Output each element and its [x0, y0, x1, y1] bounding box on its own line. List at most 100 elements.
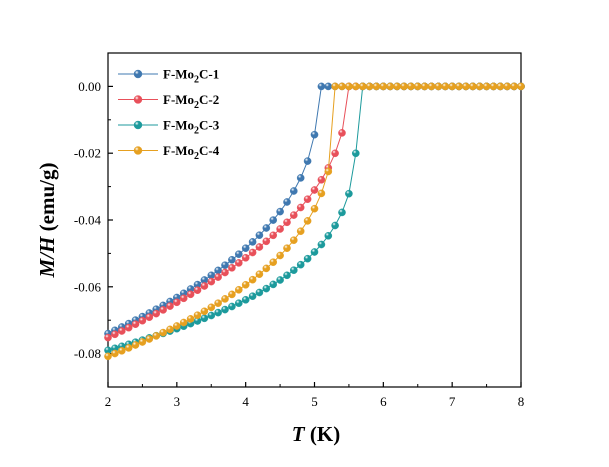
data-point [186, 290, 195, 299]
data-point [255, 270, 264, 279]
data-point [276, 276, 284, 284]
data-point [289, 211, 298, 219]
data-point [310, 186, 319, 194]
data-point [214, 299, 222, 308]
data-point [351, 82, 360, 91]
data-point [462, 82, 470, 91]
data-point [248, 248, 257, 257]
data-point [317, 240, 326, 249]
x-axis-title: T (K) [292, 422, 340, 446]
data-point [248, 292, 257, 301]
data-point [379, 82, 388, 91]
data-point [296, 174, 305, 182]
data-point [276, 225, 284, 233]
legend-marker [133, 120, 143, 130]
data-point [345, 189, 353, 198]
data-point [118, 346, 126, 355]
data-point [172, 322, 181, 330]
data-point [248, 275, 257, 284]
data-point [207, 311, 216, 320]
y-tick-label: -0.04 [74, 213, 102, 228]
data-point [221, 305, 229, 314]
data-point [145, 313, 154, 322]
data-point [228, 263, 236, 272]
data-point [214, 266, 222, 275]
x-tick-label: 6 [380, 394, 387, 409]
legend-item: F-Mo2C-3 [118, 118, 220, 137]
data-point [283, 218, 291, 227]
data-point [255, 231, 264, 239]
data-point [193, 311, 202, 320]
data-point [138, 338, 147, 346]
data-point [152, 332, 160, 340]
data-point [407, 82, 415, 91]
data-point [345, 82, 353, 91]
data-point [283, 271, 291, 280]
data-point [468, 82, 477, 91]
data-point [296, 203, 305, 212]
data-point [207, 303, 216, 312]
series-layer [104, 82, 525, 361]
data-point [427, 82, 436, 91]
data-point [255, 288, 264, 297]
y-tick-label: -0.02 [74, 146, 101, 161]
y-tick-label: -0.06 [74, 279, 102, 294]
data-point [207, 277, 216, 286]
data-point [159, 328, 167, 337]
data-point [317, 82, 326, 91]
data-point [303, 195, 312, 203]
legend-marker [133, 69, 143, 79]
data-point [269, 280, 278, 289]
data-point [283, 244, 291, 252]
data-point [303, 157, 312, 165]
data-point [269, 216, 278, 224]
data-point [179, 318, 188, 327]
data-point [310, 248, 319, 256]
data-point [503, 82, 512, 91]
series-4 [104, 82, 525, 361]
data-point [331, 82, 339, 91]
data-point [255, 243, 264, 251]
data-point [262, 224, 271, 232]
data-point [455, 82, 463, 91]
data-point [241, 280, 250, 289]
data-point [420, 82, 429, 91]
data-point [448, 82, 457, 91]
x-tick-label: 2 [105, 394, 112, 409]
data-point [262, 284, 271, 293]
data-point [228, 302, 236, 311]
data-point [283, 198, 291, 206]
data-point [228, 290, 236, 299]
data-point [262, 237, 271, 246]
data-point [214, 308, 222, 317]
data-point [234, 299, 243, 308]
data-point [179, 294, 188, 303]
data-point [324, 167, 333, 176]
data-point [214, 273, 222, 281]
y-tick-label: 0.00 [78, 79, 101, 94]
data-point [241, 295, 250, 304]
legend-marker [133, 146, 143, 155]
data-point [372, 82, 381, 91]
data-point [338, 208, 346, 217]
legend-label: F-Mo2C-2 [163, 92, 219, 111]
data-point [276, 207, 284, 216]
data-point [310, 204, 319, 213]
data-point [124, 344, 133, 352]
data-point [289, 236, 298, 244]
data-point [393, 82, 401, 91]
data-point [289, 266, 298, 275]
data-point [124, 323, 133, 332]
x-tick-label: 8 [518, 394, 525, 409]
data-point [104, 333, 112, 342]
data-point [221, 295, 229, 303]
legend-item: F-Mo2C-4 [118, 143, 220, 162]
data-point [510, 82, 518, 91]
legend-marker [133, 95, 143, 104]
data-point [166, 325, 174, 334]
data-point [386, 82, 395, 91]
data-point [303, 254, 312, 263]
data-point [400, 82, 408, 91]
data-point [482, 82, 491, 91]
